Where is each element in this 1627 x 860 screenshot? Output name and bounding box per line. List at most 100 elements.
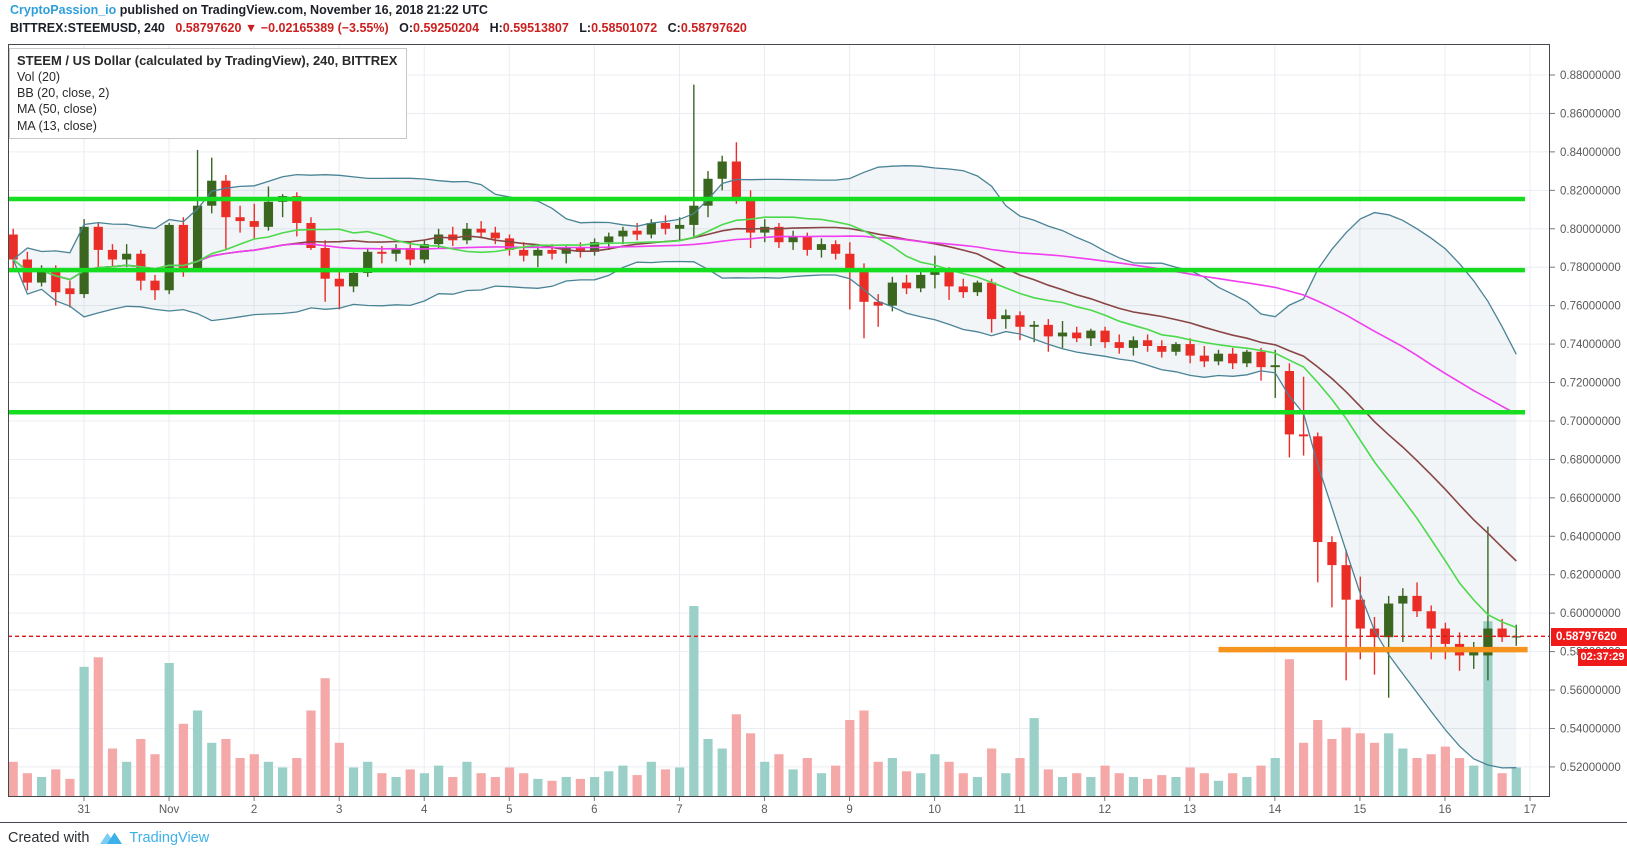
indicator-label-ma13[interactable]: MA (13, close) xyxy=(17,118,97,133)
volume-bar xyxy=(363,761,373,796)
volume-bar xyxy=(1001,773,1011,796)
candlestick xyxy=(1384,595,1394,698)
candlestick xyxy=(334,271,344,310)
open-value: 0.59250204 xyxy=(413,21,480,35)
volume-bar xyxy=(1369,742,1380,796)
bollinger-fill-area xyxy=(13,165,1517,768)
volume-bar xyxy=(405,769,415,796)
close-value: 0.58797620 xyxy=(680,21,747,35)
price-tick-label: 0.76000000 xyxy=(1560,301,1621,313)
support-resistance-lines xyxy=(8,196,1525,415)
volume-bar xyxy=(65,778,75,796)
candle-body xyxy=(150,280,160,291)
volume-bar xyxy=(1412,758,1422,796)
close-label: C: xyxy=(667,21,681,35)
volume-bar xyxy=(122,761,132,796)
candle-body xyxy=(107,249,118,260)
time-tick-label: 4 xyxy=(421,804,428,816)
high-value: 0.59513807 xyxy=(502,21,569,35)
candlestick xyxy=(363,247,373,277)
price-tick-label: 0.68000000 xyxy=(1560,454,1621,466)
volume-bar xyxy=(1043,769,1053,796)
candlestick xyxy=(122,244,132,268)
volume-bar xyxy=(278,767,288,796)
current-price-label: 0.58797620 xyxy=(1551,628,1627,646)
plot-border xyxy=(8,44,1550,797)
symbol-name: BITTREX:STEEMUSD, 240 xyxy=(10,21,165,35)
candlestick xyxy=(958,278,968,298)
candlestick xyxy=(675,217,685,241)
candle-body xyxy=(604,236,614,243)
candlestick xyxy=(1298,376,1309,456)
candle-body xyxy=(972,282,983,293)
candle-body xyxy=(504,238,515,250)
candle-body xyxy=(689,205,699,225)
volume-bar xyxy=(107,748,118,796)
candle-body xyxy=(490,232,500,239)
candlestick xyxy=(1057,321,1068,348)
volume-bar xyxy=(987,748,997,796)
candle-body xyxy=(646,222,656,235)
volume-bar xyxy=(1313,720,1323,796)
volume-bar xyxy=(93,657,103,796)
volume-bar xyxy=(816,773,827,796)
candle-body xyxy=(164,224,174,291)
time-tick-label: 17 xyxy=(1524,804,1537,816)
volume-bar xyxy=(802,758,812,796)
volume-bar xyxy=(235,758,245,796)
volume-bar xyxy=(221,739,231,796)
candle-body xyxy=(1298,434,1309,437)
price-tick-label: 0.80000000 xyxy=(1560,224,1621,236)
candle-body xyxy=(1242,351,1252,364)
volume-bar xyxy=(1100,765,1110,796)
candlestick xyxy=(1213,349,1224,366)
candle-body xyxy=(1483,628,1493,656)
candle-body xyxy=(419,244,430,260)
indicator-label-ma50[interactable]: MA (50, close) xyxy=(17,102,97,117)
candle-body xyxy=(122,253,132,260)
candlestick xyxy=(1171,342,1181,356)
candle-body xyxy=(930,271,940,275)
candlestick xyxy=(717,155,727,191)
volume-bar xyxy=(1171,777,1181,796)
candle-body xyxy=(1185,344,1195,356)
time-tick-label: 13 xyxy=(1183,804,1196,816)
time-tick-label: Nov xyxy=(159,804,180,816)
candlestick xyxy=(1412,582,1422,618)
candle-body xyxy=(873,301,883,306)
candle-body xyxy=(1171,344,1181,352)
candlestick xyxy=(831,240,841,260)
candle-body xyxy=(660,222,671,229)
author-link[interactable]: CryptoPassion_io xyxy=(10,3,117,17)
indicator-label-bollinger[interactable]: BB (20, close, 2) xyxy=(17,86,110,101)
candle-body xyxy=(405,247,415,260)
ma13 xyxy=(12,216,1517,629)
candle-body xyxy=(958,286,968,293)
tradingview-link[interactable]: TradingView xyxy=(129,830,210,846)
price-tick-label: 0.62000000 xyxy=(1560,570,1621,582)
publish-info-text: published on TradingView.com, November 1… xyxy=(116,3,488,17)
candle-body xyxy=(916,274,926,289)
candle-body xyxy=(1213,353,1224,362)
volume-bar xyxy=(717,748,727,796)
indicator-label-volume[interactable]: Vol (20) xyxy=(17,70,61,84)
candlestick xyxy=(859,263,869,339)
candlestick xyxy=(1114,334,1124,354)
price-tick-label: 0.52000000 xyxy=(1560,762,1621,774)
volume-bar xyxy=(632,775,642,796)
candlestick xyxy=(263,186,274,231)
bb-fill-area xyxy=(13,165,1517,768)
volume-bar xyxy=(1199,773,1209,796)
candlestick xyxy=(504,234,515,256)
candlestick xyxy=(1256,347,1266,381)
candlestick xyxy=(1086,328,1096,347)
candlestick xyxy=(1199,346,1209,368)
candle-body xyxy=(1256,351,1266,368)
candle-body xyxy=(1029,324,1039,327)
candlestick xyxy=(1001,309,1011,329)
volume-bar xyxy=(306,710,316,796)
candlestick xyxy=(561,246,571,264)
low-value: 0.58501072 xyxy=(591,21,658,35)
